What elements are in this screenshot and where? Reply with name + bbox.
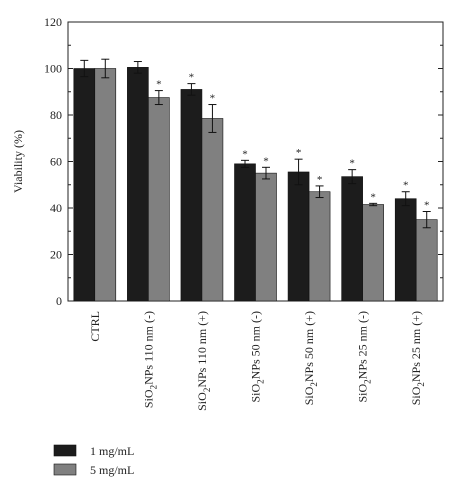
y-tick-label: 20: [50, 248, 62, 262]
legend-label: 5 mg/mL: [90, 463, 134, 477]
legend-swatch: [53, 444, 77, 457]
bar-1mg-5: [341, 176, 363, 302]
y-tick-label: 40: [50, 201, 62, 215]
x-tick-label: CTRL: [88, 311, 102, 342]
significance-star: *: [403, 180, 409, 192]
significance-star: *: [296, 147, 302, 159]
bar-1mg-6: [394, 198, 417, 302]
legend-swatch: [53, 463, 77, 476]
significance-star: *: [242, 148, 248, 160]
legend-label: 1 mg/mL: [90, 444, 134, 458]
y-tick-label: 120: [44, 15, 62, 29]
significance-star: *: [349, 158, 355, 170]
significance-star: *: [317, 174, 323, 186]
y-tick-label: 0: [56, 294, 62, 308]
bar-5mg-2: [201, 118, 224, 302]
y-axis-title: Viability (%): [11, 130, 25, 193]
bar-5mg-1: [148, 97, 170, 302]
y-tick-label: 60: [50, 155, 62, 169]
x-tick-label: SiO2NPs 25 nm (+): [409, 311, 426, 405]
bar-1mg-2: [180, 89, 203, 302]
bar-5mg-3: [255, 172, 277, 302]
significance-star: *: [263, 155, 269, 167]
x-tick-label: SiO2NPs 50 nm (-): [249, 311, 266, 403]
bar-1mg-0: [73, 68, 96, 302]
significance-star: *: [424, 199, 430, 211]
bar-1mg-4: [287, 171, 310, 302]
bar-5mg-0: [94, 68, 117, 302]
y-axis: 0 20 40 60 80 100 120: [44, 15, 443, 308]
y-tick-label: 80: [50, 108, 62, 122]
significance-star: *: [370, 191, 376, 203]
y-tick-label: 100: [44, 62, 62, 76]
bar-1mg-1: [127, 67, 149, 302]
significance-star: *: [210, 93, 216, 105]
bar-5mg-5: [362, 204, 384, 302]
x-tick-label: SiO2NPs 110 nm (+): [195, 311, 212, 411]
bar-5mg-6: [415, 219, 438, 302]
bar-1mg-3: [234, 163, 256, 302]
bars-group: * * * * * * * * * * *: [73, 58, 438, 302]
bar-5mg-4: [308, 191, 331, 302]
legend: 1 mg/mL 5 mg/mL: [53, 444, 134, 477]
x-tick-label: SiO2NPs 25 nm (-): [356, 311, 373, 403]
x-tick-label: SiO2NPs 110 nm (-): [141, 311, 158, 408]
significance-star: *: [189, 72, 195, 84]
x-axis-labels: CTRL SiO2NPs 110 nm (-) SiO2NPs 110 nm (+)…: [88, 311, 426, 411]
x-tick-label: SiO2NPs 50 nm (+): [302, 311, 319, 405]
significance-star: *: [156, 79, 162, 91]
